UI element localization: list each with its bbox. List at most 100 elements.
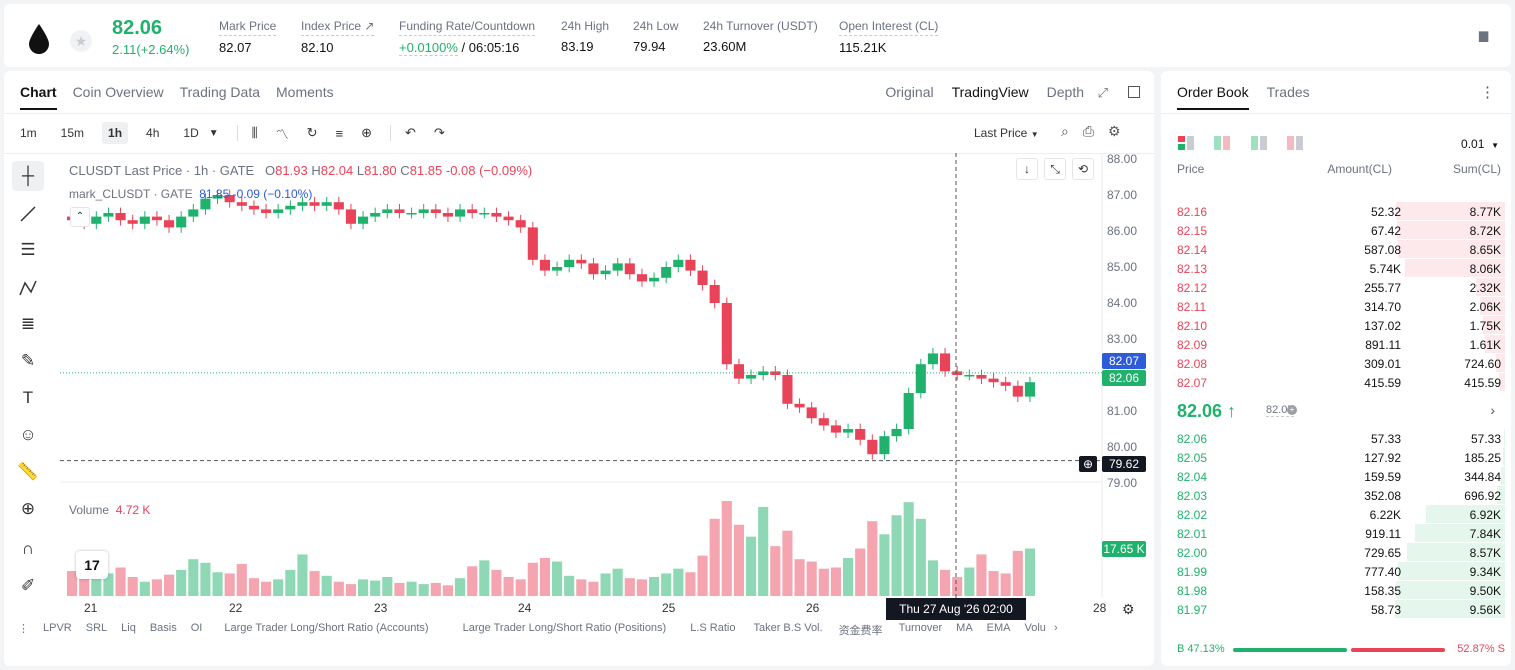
refresh-icon[interactable]: ↻ — [306, 125, 318, 140]
view-both-icon[interactable] — [1177, 135, 1195, 151]
indicator-funding-rate[interactable]: 资金费率 — [838, 625, 883, 637]
bid-row[interactable]: 82.05 127.92 185.25 — [1161, 448, 1511, 467]
ask-row[interactable]: 82.07 415.59 415.59 — [1161, 373, 1511, 392]
chevron-right-icon[interactable]: › — [1490, 402, 1495, 418]
tab-coin-overview[interactable]: Coin Overview — [72, 84, 164, 100]
emoji-icon[interactable]: ☺ — [19, 425, 37, 444]
ask-row[interactable]: 82.12 255.77 2.32K — [1161, 278, 1511, 297]
timeframe-15m[interactable]: 15m — [60, 126, 85, 140]
zoom-in-icon[interactable]: ⊕ — [20, 499, 36, 518]
ask-row[interactable]: 82.09 891.11 1.61K — [1161, 335, 1511, 354]
redo-icon[interactable]: ↷ — [433, 125, 445, 140]
collapse-icon[interactable]: ⤡ — [1044, 158, 1066, 180]
pattern-icon[interactable] — [12, 272, 44, 302]
timeframe-4h[interactable]: 4h — [146, 126, 160, 140]
ask-row[interactable]: 82.11 314.70 2.06K — [1161, 297, 1511, 316]
precision-select[interactable]: 0.01 ▼ — [1461, 137, 1499, 151]
ask-row[interactable]: 82.10 137.02 1.75K — [1161, 316, 1511, 335]
indicator-ma[interactable]: MA — [956, 622, 973, 634]
expand-icon[interactable]: ⤢ — [1097, 85, 1108, 100]
price-type-select[interactable]: Last Price ▼ — [974, 126, 1039, 140]
crosshair-icon[interactable]: ┼ — [12, 161, 44, 191]
indicator-srl[interactable]: SRL — [85, 622, 108, 634]
pencil-icon[interactable]: ✐ — [20, 576, 36, 595]
candle-type-icon[interactable]: ⫼ — [251, 125, 258, 140]
indicator-ema[interactable]: EMA — [986, 622, 1011, 634]
ask-row[interactable]: 82.16 52.32 8.77K — [1161, 202, 1511, 221]
download-icon[interactable]: ↓ — [1016, 158, 1038, 180]
tab-tradingview[interactable]: TradingView — [951, 84, 1029, 100]
chevron-right-icon[interactable]: › — [1053, 622, 1058, 634]
timeframe-1m[interactable]: 1m — [20, 126, 37, 140]
indicator-icon[interactable]: 〽 — [275, 126, 289, 142]
volume-bar — [733, 524, 744, 596]
bid-row[interactable]: 82.00 729.65 8.57K — [1161, 543, 1511, 562]
book-icon[interactable]: ▆ — [1479, 28, 1489, 42]
stat-label[interactable]: Index Price ↗ — [301, 19, 375, 36]
collapse-legend-button[interactable]: ⌃ — [70, 207, 90, 227]
tab-order-book[interactable]: Order Book — [1177, 84, 1249, 110]
timeframe-1d[interactable]: 1D — [183, 126, 199, 140]
magnet-icon[interactable]: ∩ — [21, 539, 35, 558]
indicator-ls-ratio[interactable]: L.S Ratio — [690, 622, 736, 634]
cycle-icon[interactable]: ⟲ — [1072, 158, 1094, 180]
bid-row[interactable]: 81.99 777.40 9.34K — [1161, 562, 1511, 581]
add-order-icon[interactable]: ⊕ — [1079, 456, 1097, 472]
fullscreen-icon[interactable] — [1128, 86, 1140, 98]
bid-row[interactable]: 82.04 159.59 344.84 — [1161, 467, 1511, 486]
ask-row[interactable]: 82.15 67.42 8.72K — [1161, 221, 1511, 240]
view-bids-icon[interactable] — [1250, 135, 1268, 151]
tab-moments[interactable]: Moments — [276, 84, 334, 100]
indicator-ltlsr-accounts[interactable]: Large Trader Long/Short Ratio (Accounts) — [224, 622, 429, 634]
add-alert-icon[interactable]: ⊕ — [361, 125, 373, 140]
indicator-volume[interactable]: Volu — [1024, 622, 1046, 634]
template-icon[interactable]: ≡ — [335, 125, 344, 141]
indicator-taker-bs[interactable]: Taker B.S Vol. — [753, 622, 823, 634]
favorite-star-icon[interactable]: ★ — [70, 30, 92, 52]
ask-row[interactable]: 82.13 5.74K 8.06K — [1161, 259, 1511, 278]
more-icon[interactable]: ⋮ — [1480, 84, 1495, 101]
tradingview-logo[interactable]: 17 — [76, 551, 108, 579]
ruler-icon[interactable]: 📏 — [17, 462, 39, 481]
bid-row[interactable]: 81.98 158.35 9.50K — [1161, 581, 1511, 600]
timeframe-1h[interactable]: 1h — [102, 122, 129, 144]
bid-row[interactable]: 81.97 58.73 9.56K — [1161, 600, 1511, 619]
gear-icon[interactable]: ⚙ — [1108, 123, 1121, 139]
camera-icon[interactable]: ⎙ — [1082, 123, 1095, 139]
axis-settings-icon[interactable]: ⚙ — [1122, 601, 1135, 617]
stat-label[interactable]: Funding Rate/Countdown — [399, 19, 536, 36]
trend-line-icon[interactable] — [12, 198, 44, 228]
ask-row[interactable]: 82.08 309.01 724.60 — [1161, 354, 1511, 373]
view-buy-sell-icon[interactable] — [1213, 135, 1231, 151]
ask-row[interactable]: 82.14 587.08 8.65K — [1161, 240, 1511, 259]
search-icon[interactable]: ⌕ — [1061, 123, 1069, 139]
indicator-turnover[interactable]: Turnover — [898, 622, 943, 634]
bid-row[interactable]: 82.03 352.08 696.92 — [1161, 486, 1511, 505]
brush-icon[interactable]: ✎ — [20, 351, 36, 370]
bid-row[interactable]: 82.06 57.33 57.33 — [1161, 429, 1511, 448]
indicator-liq[interactable]: Liq — [121, 622, 136, 634]
view-asks-icon[interactable] — [1286, 135, 1304, 151]
text-icon[interactable]: T — [22, 388, 34, 407]
tab-trades[interactable]: Trades — [1266, 84, 1310, 100]
mid-mark-price[interactable]: 82.07 — [1266, 404, 1294, 417]
stat-label[interactable]: Mark Price — [219, 19, 277, 36]
funding-rate-value[interactable]: +0.0100% — [399, 40, 458, 56]
tab-chart[interactable]: Chart — [20, 84, 57, 110]
timeframe-dropdown-icon[interactable]: ▼ — [208, 127, 219, 139]
stat-label[interactable]: Open Interest (CL) — [839, 19, 939, 36]
undo-icon[interactable]: ↶ — [405, 125, 416, 140]
dots-icon[interactable]: ⋮ — [18, 623, 29, 635]
indicator-ltlsr-positions[interactable]: Large Trader Long/Short Ratio (Positions… — [462, 622, 667, 634]
indicator-lpvr[interactable]: LPVR — [43, 622, 72, 634]
tab-trading-data[interactable]: Trading Data — [179, 84, 261, 100]
indicator-basis[interactable]: Basis — [149, 622, 177, 634]
horizontal-lines-icon[interactable]: ☰ — [20, 240, 36, 259]
fib-icon[interactable]: ≣ — [20, 314, 36, 333]
tab-depth[interactable]: Depth — [1046, 84, 1084, 100]
indicator-oi[interactable]: OI — [190, 622, 203, 634]
bid-row[interactable]: 82.01 919.11 7.84K — [1161, 524, 1511, 543]
bid-row[interactable]: 82.02 6.22K 6.92K — [1161, 505, 1511, 524]
tab-original[interactable]: Original — [885, 84, 934, 100]
candlestick-chart[interactable]: 88.0087.0086.0085.0084.0083.0082.0081.00… — [60, 153, 1150, 598]
